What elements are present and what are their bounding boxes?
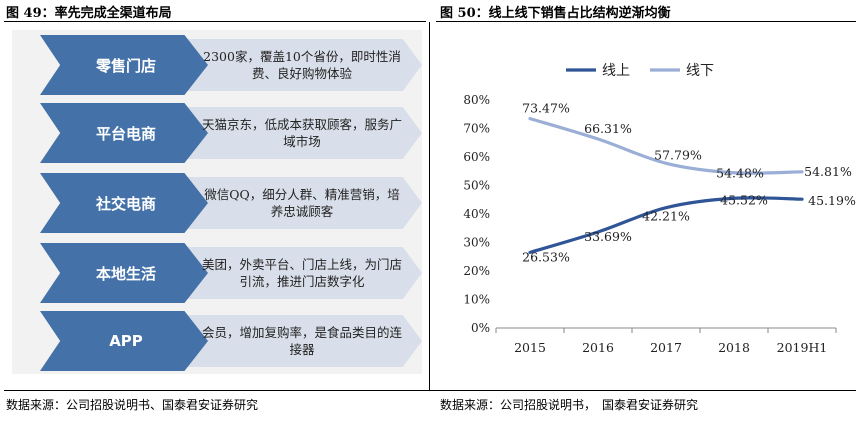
- source-rule: [4, 390, 856, 391]
- right-figure-title: 图 50：线上线下销售占比结构逆渐均衡: [440, 6, 671, 21]
- left-title-rule: [4, 21, 426, 22]
- data-label: 42.21%: [642, 209, 690, 224]
- y-tick-label: 20%: [463, 264, 490, 278]
- data-label: 45.19%: [808, 193, 856, 208]
- x-tick-label: 2015: [514, 340, 546, 355]
- channel-arrow: [40, 173, 208, 233]
- x-tick-label: 2019H1: [777, 340, 828, 355]
- legend-label: 线上: [602, 63, 630, 79]
- channel-row: APP 会员，增加复购率，是食品类目的连接器: [12, 311, 422, 371]
- y-axis: 0% 10% 20% 30% 40% 50% 60% 70% 80%: [463, 93, 490, 335]
- left-source-note: 数据来源：公司招股说明书、国泰君安证券研究: [6, 398, 259, 412]
- channel-arrow: [40, 103, 208, 163]
- y-tick-label: 0%: [471, 321, 490, 335]
- left-figure-title: 图 49：率先完成全渠道布局: [6, 6, 172, 21]
- x-tick-label: 2018: [718, 340, 750, 355]
- data-label: 33.69%: [584, 229, 632, 244]
- y-tick-label: 80%: [463, 93, 490, 107]
- data-label: 57.79%: [654, 147, 702, 162]
- channel-band: [182, 247, 422, 299]
- data-label: 54.48%: [716, 166, 764, 181]
- right-title-rule: [436, 21, 856, 22]
- channel-row: 零售门店 2300家，覆盖10个省份，即时性消费、良好购物体验: [12, 35, 422, 95]
- channel-row: 平台电商 天猫京东，低成本获取顾客，服务广域市场: [12, 103, 422, 163]
- series-line-online: [528, 196, 804, 254]
- y-tick-label: 50%: [463, 179, 490, 193]
- chart-legend: 线上 线下: [566, 63, 714, 79]
- y-tick-label: 60%: [463, 150, 490, 164]
- channel-label: APP: [109, 332, 143, 350]
- y-tick-label: 70%: [463, 122, 490, 136]
- channel-band: [182, 39, 422, 91]
- channel-row: 本地生活 美团，外卖平台、门店上线，为门店引流，推进门店数字化: [12, 243, 422, 303]
- data-label: 45.52%: [720, 192, 768, 207]
- channel-description: 美团，外卖平台、门店上线，为门店引流，推进门店数字化: [202, 257, 403, 289]
- channel-band: [182, 107, 422, 159]
- legend-label: 线下: [686, 63, 714, 79]
- x-tick-label: 2017: [650, 340, 682, 355]
- x-tick-label: 2016: [582, 340, 614, 355]
- channel-description: 微信QQ，细分人群、精准营销，培养忠诚顾客: [204, 187, 400, 219]
- channel-diagram: 零售门店 2300家，覆盖10个省份，即时性消费、良好购物体验 平台电商 天猫京…: [12, 30, 422, 374]
- channel-label: 零售门店: [95, 56, 156, 75]
- channel-arrow: [40, 35, 208, 95]
- y-tick-label: 30%: [463, 236, 490, 250]
- series-lines: [528, 117, 804, 254]
- data-label: 73.47%: [522, 101, 570, 116]
- channel-band: [182, 315, 422, 367]
- channel-row: 社交电商 微信QQ，细分人群、精准营销，培养忠诚顾客: [12, 173, 422, 233]
- y-tick-label: 40%: [463, 207, 490, 221]
- channel-description: 2300家，覆盖10个省份，即时性消费、良好购物体验: [203, 49, 401, 81]
- y-tick-label: 10%: [463, 293, 490, 307]
- data-label: 66.31%: [584, 121, 632, 136]
- data-label: 54.81%: [804, 164, 852, 179]
- channel-arrow: [40, 311, 208, 371]
- channel-band: [182, 177, 422, 229]
- series-line-offline: [528, 117, 804, 175]
- channel-description: 天猫京东，低成本获取顾客，服务广域市场: [202, 117, 403, 149]
- channel-label: 社交电商: [95, 194, 156, 213]
- data-label: 26.53%: [522, 249, 570, 264]
- channel-description: 会员，增加复购率，是食品类目的连接器: [202, 325, 403, 357]
- channel-label: 平台电商: [95, 124, 156, 143]
- sales-share-line-chart: 线上 线下 0% 10% 20% 30% 40% 50% 60% 70% 80% 2015 2016…: [463, 63, 856, 355]
- data-labels: 26.53% 33.69% 42.21% 45.52% 45.19% 73.47% 66.3…: [522, 101, 856, 265]
- channel-arrow: [40, 243, 208, 303]
- figure-divider: [429, 22, 430, 390]
- right-source-note: 数据来源：公司招股说明书， 国泰君安证券研究: [440, 398, 699, 412]
- x-axis: 2015 2016 2017 2018 2019H1: [495, 327, 837, 355]
- channel-label: 本地生活: [95, 264, 156, 283]
